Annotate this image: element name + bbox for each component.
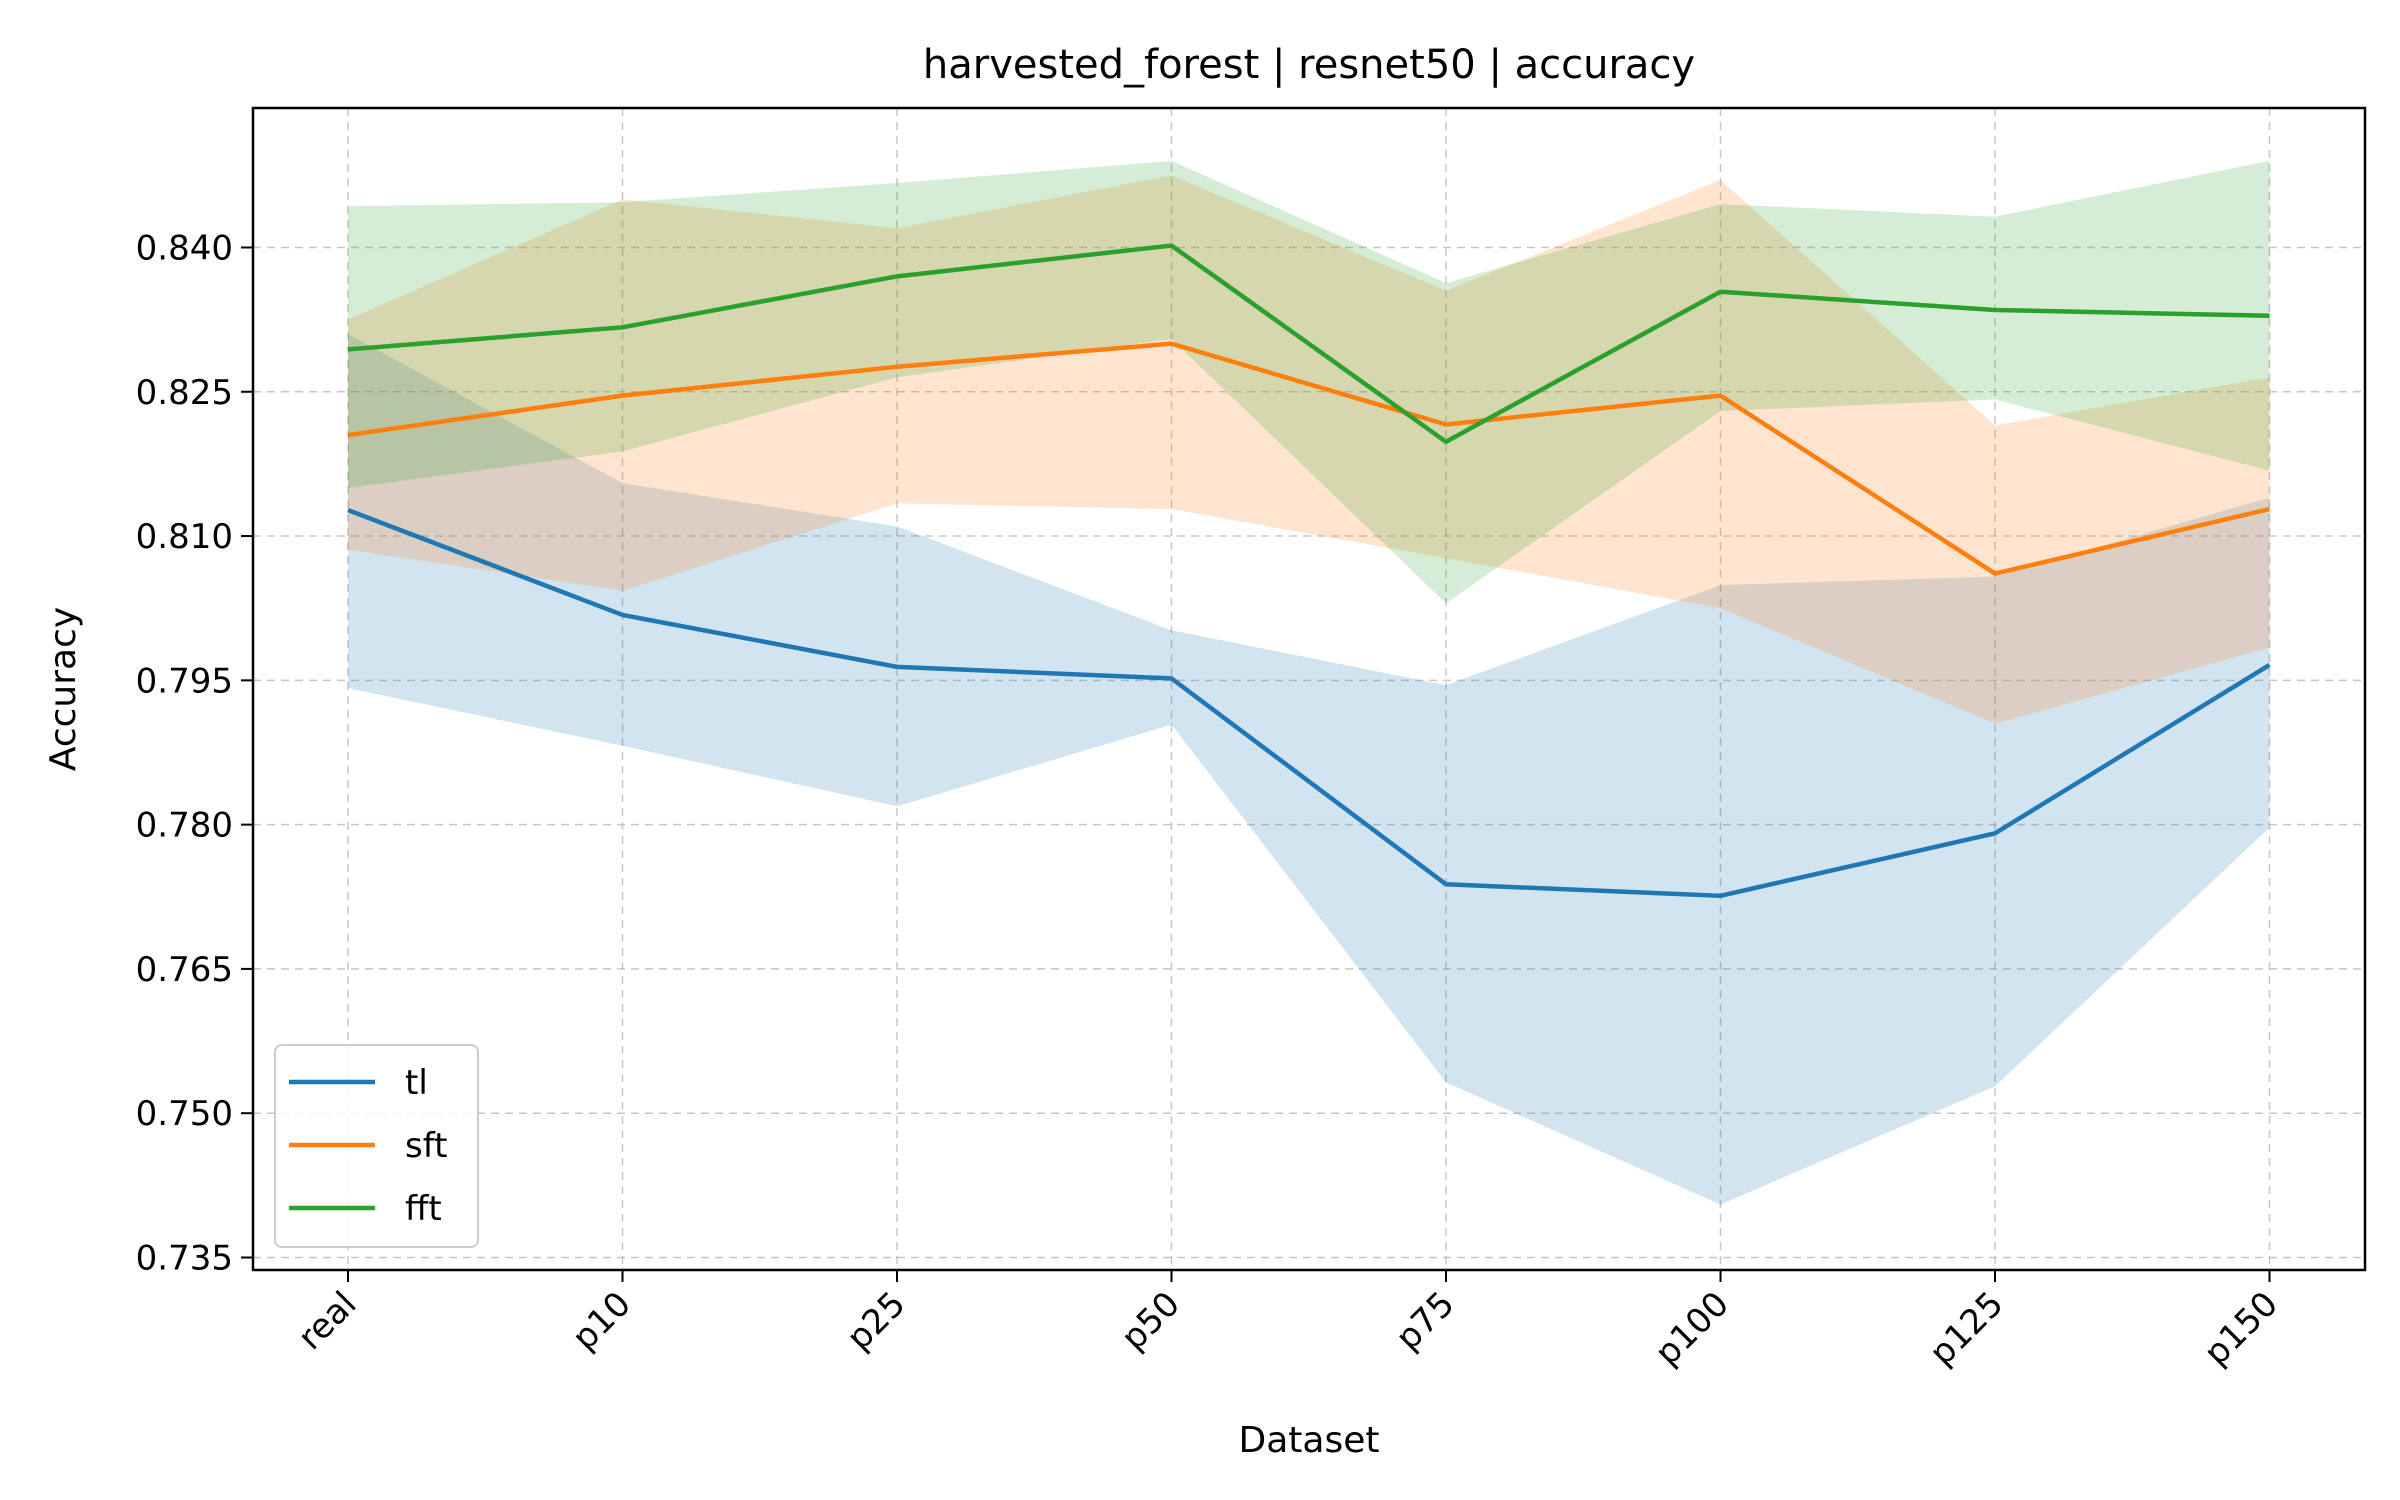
line-fft <box>347 243 2270 445</box>
y-axis-title: Accuracy <box>43 607 84 771</box>
y-tick-label: 0.810 <box>136 517 233 557</box>
legend-box <box>274 1044 479 1248</box>
x-axis-title: Dataset <box>1239 1420 1380 1461</box>
line-tl <box>347 507 2271 899</box>
x-tick-label: p50 <box>1114 1284 1188 1358</box>
legend-label-tl: tl <box>405 1063 428 1103</box>
legend-label-sft: sft <box>405 1126 447 1166</box>
x-tick-label: p25 <box>839 1284 913 1358</box>
line-sft <box>347 341 2271 576</box>
y-tick-label: 0.735 <box>136 1238 233 1278</box>
x-tick-label: p125 <box>1922 1284 2011 1373</box>
y-tick-label: 0.765 <box>136 950 233 990</box>
legend: tl sft fft <box>274 1044 479 1248</box>
y-tick-label: 0.825 <box>136 373 233 413</box>
plot-frame <box>251 106 2367 1272</box>
y-tick-label: 0.750 <box>136 1094 233 1134</box>
x-tick-label: p100 <box>1647 1284 1736 1373</box>
y-axis: 0.735 0.750 0.765 0.780 0.795 0.810 0.825 0.840 <box>136 228 253 1278</box>
chart-title: harvested_forest | resnet50 | accuracy <box>923 42 1695 88</box>
band-sft <box>348 175 2270 724</box>
y-tick-label: 0.795 <box>136 661 233 701</box>
grid <box>253 108 2365 1270</box>
x-tick-label: p150 <box>2196 1284 2285 1373</box>
y-tick-label: 0.780 <box>136 806 233 846</box>
legend-label-fft: fft <box>405 1189 442 1229</box>
y-tick-label: 0.840 <box>136 228 233 268</box>
series-lines <box>347 243 2271 899</box>
x-tick-label: real <box>291 1284 365 1358</box>
confidence-bands <box>348 160 2270 1205</box>
x-tick-label: p75 <box>1388 1284 1462 1358</box>
x-tick-label: p10 <box>565 1284 639 1358</box>
band-tl <box>348 334 2270 1205</box>
x-axis: real p10 p25 p50 p75 p100 p125 p150 <box>291 1270 2286 1374</box>
